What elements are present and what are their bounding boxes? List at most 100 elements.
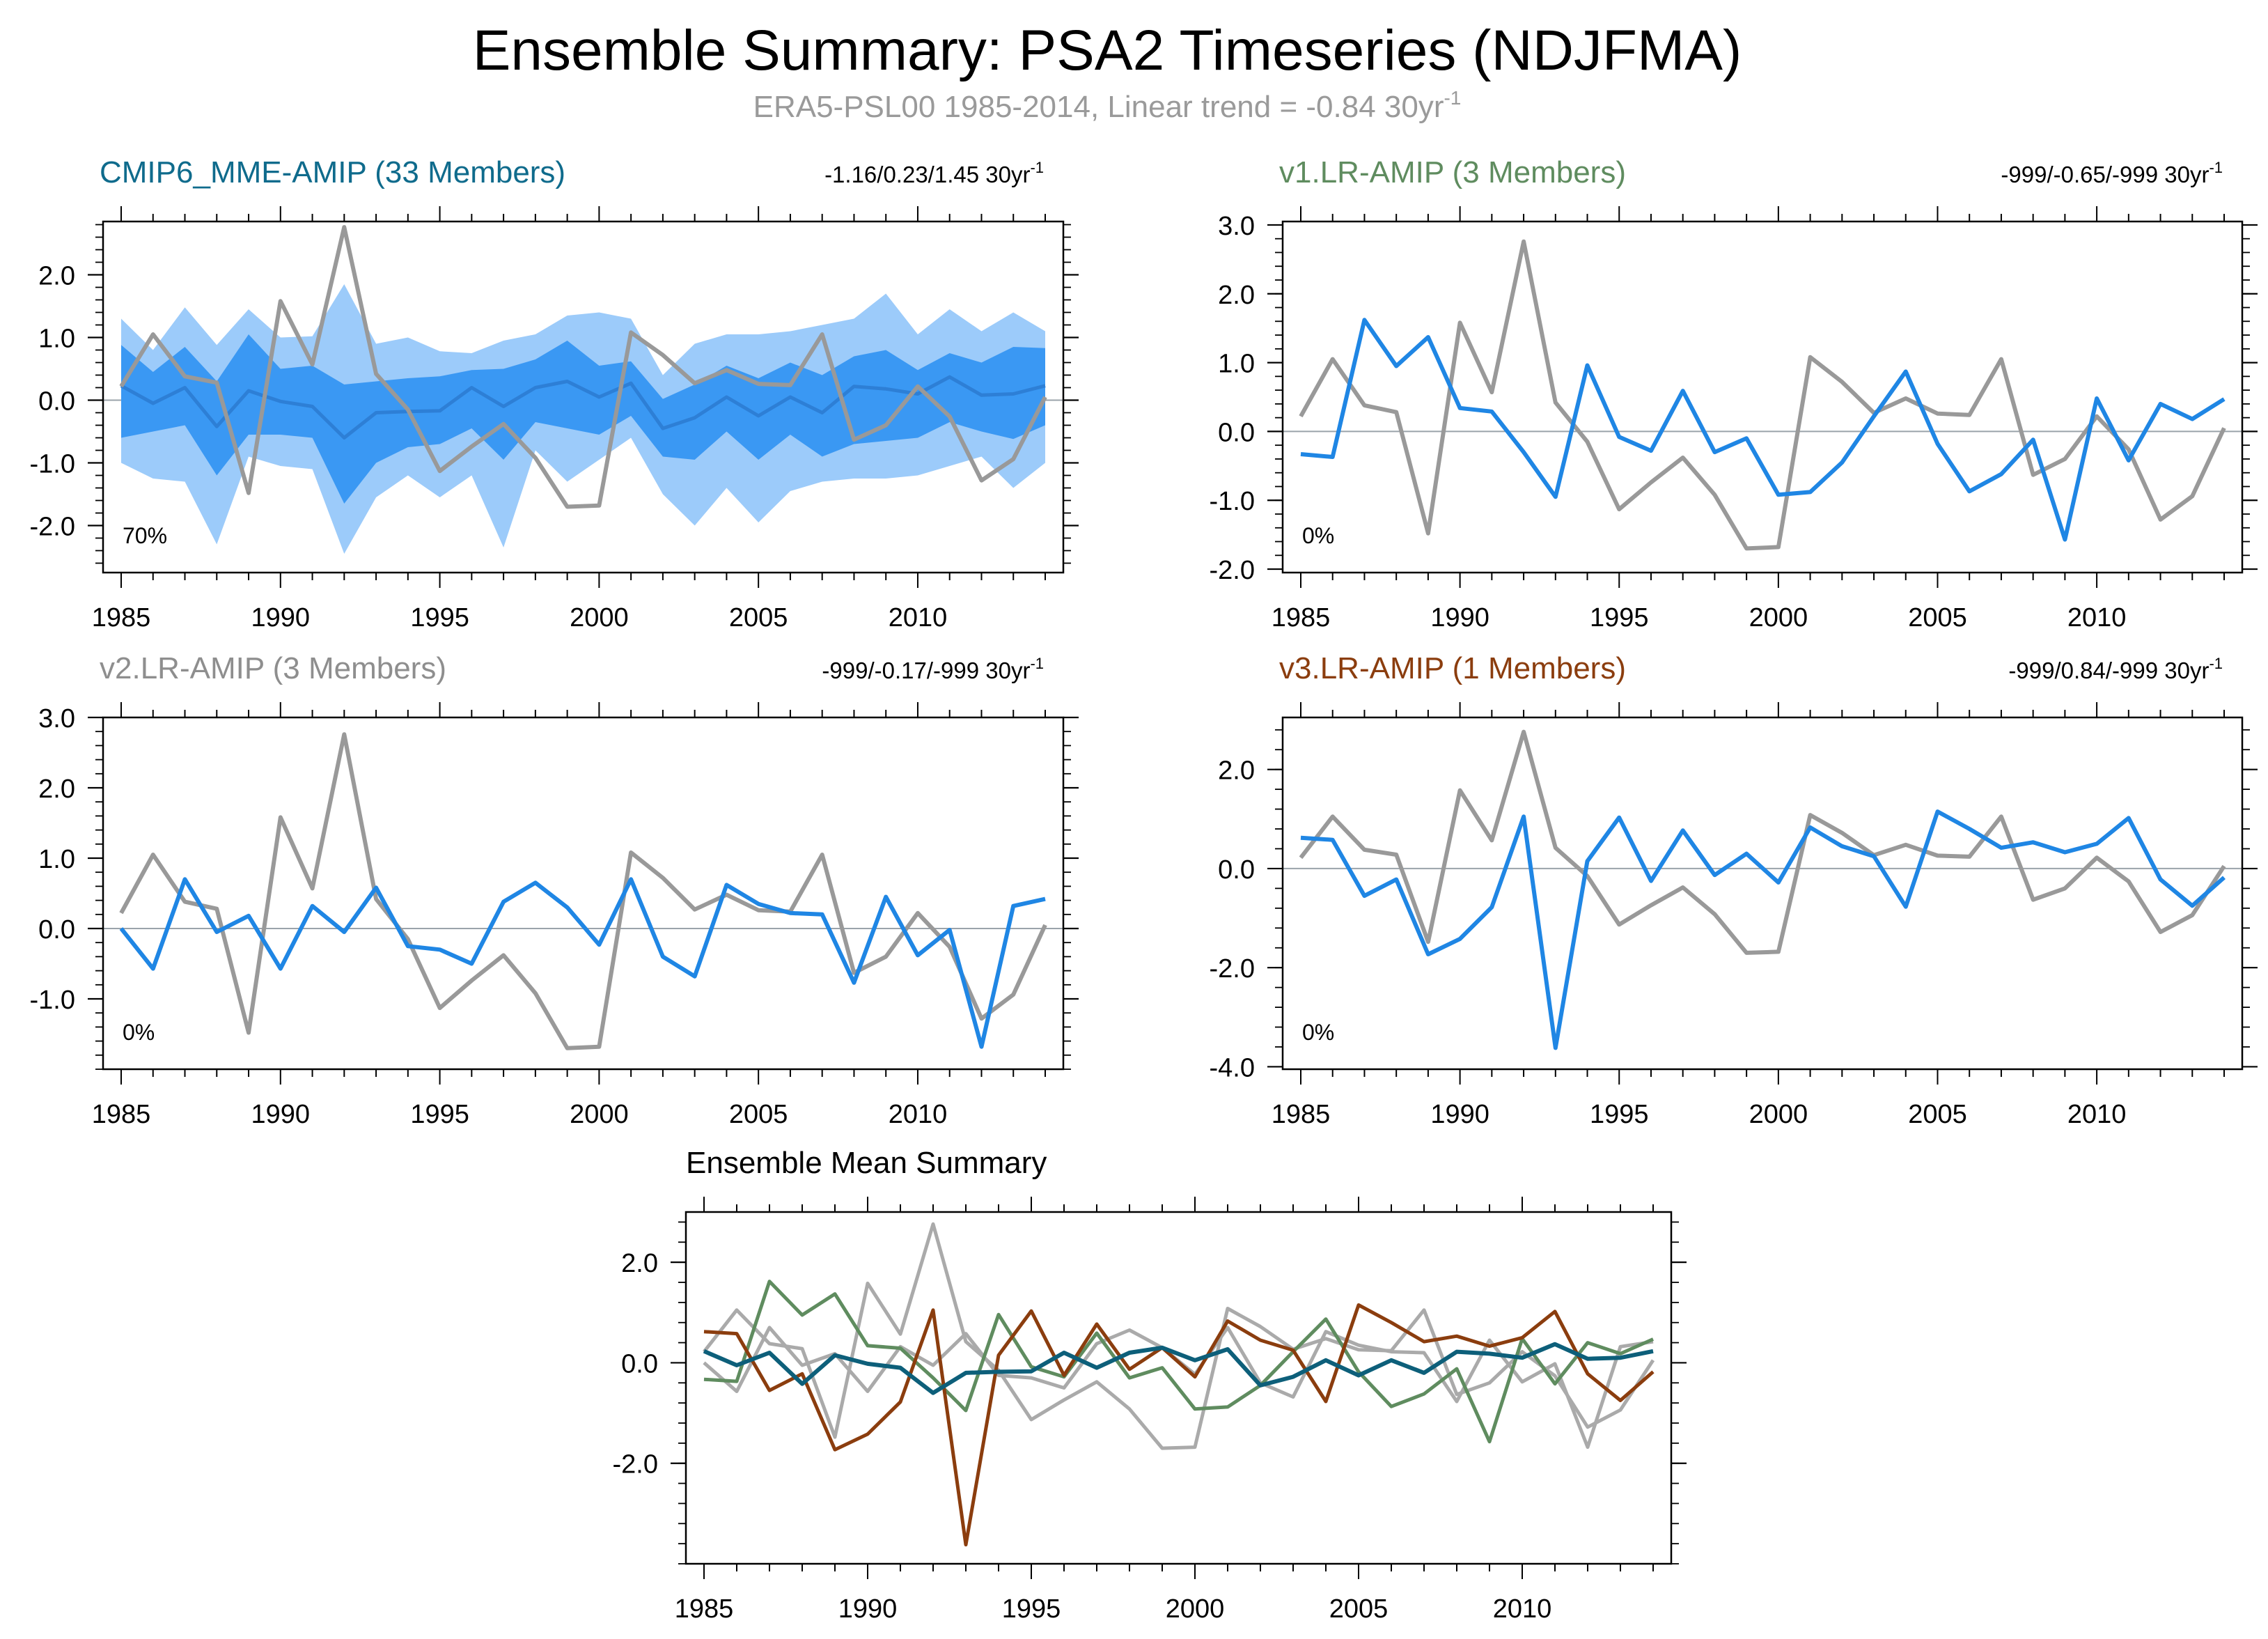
y-tick-label: 0.0 (1218, 855, 1255, 885)
x-tick-label: 2000 (1166, 1594, 1225, 1624)
y-tick-label: 0.0 (621, 1349, 658, 1378)
x-tick-label: 2005 (1908, 603, 1967, 632)
trend-label-v1: -999/-0.65/-999 30yr-1 (2001, 159, 2223, 187)
x-tick-label: 2005 (729, 1100, 788, 1129)
x-tick-label: 2000 (1749, 603, 1808, 632)
chart-v3: 1985 1990 1995 2000 2005 2010 -4.0 -2.0 0.0 2.0 v3… (1210, 651, 2258, 1129)
x-tick-label: 1995 (1590, 603, 1649, 632)
trend-text: -999/-0.17/-999 30yr (822, 658, 1030, 683)
chart-summary: 1985 1990 1995 2000 2005 2010 -2.0 0.0 2.0 Ensemb… (613, 1146, 1687, 1624)
trend-sup: -1 (2209, 655, 2223, 672)
trend-text: -999/-0.65/-999 30yr (2001, 162, 2209, 187)
pct-label-v2: 0% (123, 1020, 155, 1045)
y-tick-label: 2.0 (621, 1249, 658, 1278)
ensemble-mean-line (120, 375, 1046, 440)
trend-sup: -1 (1030, 655, 1044, 672)
chart-cmip6: 1985 1990 1995 2000 2005 2010 -2.0 -1.0 0.0 1.0 2.… (30, 155, 1079, 632)
x-tick-label: 2005 (1908, 1100, 1967, 1129)
y-tick-label: -2.0 (613, 1450, 658, 1479)
chart-v2: 1985 1990 1995 2000 2005 2010 -1.0 0.0 1.0 2.0 3.0… (30, 651, 1079, 1129)
observed-line (119, 732, 1047, 1050)
x-tick-label: 1990 (251, 603, 311, 632)
y-tick-label: -4.0 (1210, 1053, 1255, 1082)
x-tick-label: 1985 (1272, 603, 1331, 632)
y-tick-label: -2.0 (1210, 556, 1255, 585)
y-tick-label: 1.0 (38, 845, 75, 874)
x-tick-label: 2000 (570, 1100, 629, 1129)
pct-label-v1: 0% (1302, 523, 1334, 548)
y-tick-label: 0.0 (38, 915, 75, 945)
y-tick-label: -1.0 (1210, 487, 1255, 516)
series-line-2 (703, 1280, 1655, 1444)
x-tick-label: 1990 (838, 1594, 898, 1624)
plot-frame (685, 1211, 1673, 1565)
series-line-3 (703, 1303, 1655, 1547)
series-line-4 (703, 1342, 1654, 1395)
model-line (119, 877, 1046, 1049)
observed-line (1299, 729, 2226, 955)
x-tick-label: 2010 (1493, 1594, 1552, 1624)
x-tick-label: 2010 (889, 603, 948, 632)
x-tick-label: 1985 (92, 603, 151, 632)
pct-label-v3: 0% (1302, 1020, 1334, 1045)
model-line (1300, 318, 2226, 542)
y-tick-label: 1.0 (1218, 350, 1255, 379)
trend-label-cmip6: -1.16/0.23/1.45 30yr-1 (824, 159, 1044, 187)
pct-label-cmip6: 70% (123, 523, 167, 548)
x-tick-label: 1990 (251, 1100, 311, 1129)
chart-v1: 1985 1990 1995 2000 2005 2010 -2.0 -1.0 0.0 1.0 2.… (1210, 155, 2258, 632)
y-tick-label: -2.0 (1210, 954, 1255, 984)
trend-label-v2: -999/-0.17/-999 30yr-1 (822, 655, 1044, 683)
x-tick-label: 2005 (1329, 1594, 1389, 1624)
x-tick-label: 1990 (1430, 603, 1489, 632)
y-tick-label: -1.0 (30, 450, 75, 479)
x-tick-label: 2010 (2067, 1100, 2127, 1129)
x-tick-label: 1995 (1590, 1100, 1649, 1129)
y-tick-label: 0.0 (1218, 418, 1255, 447)
plot-frame (1281, 716, 2244, 1071)
x-tick-label: 1995 (1002, 1594, 1061, 1624)
x-tick-label: 2005 (729, 603, 788, 632)
y-tick-label: 2.0 (1218, 281, 1255, 310)
x-tick-label: 2010 (2067, 603, 2127, 632)
x-tick-label: 1995 (410, 1100, 469, 1129)
x-tick-label: 1985 (92, 1100, 151, 1129)
panel-title-v3: v3.LR-AMIP (1 Members) (1279, 651, 1626, 685)
spread-band-inner (121, 334, 1045, 504)
y-tick-label: 2.0 (1218, 756, 1255, 786)
y-tick-label: 3.0 (38, 704, 75, 733)
trend-label-v3: -999/0.84/-999 30yr-1 (2008, 655, 2223, 683)
y-tick-label: 2.0 (38, 775, 75, 804)
model-line (1300, 809, 2226, 1050)
trend-sup: -1 (1030, 159, 1044, 176)
figure-subtitle: ERA5-PSL00 1985-2014, Linear trend = -0.… (753, 87, 1462, 124)
y-tick-label: -2.0 (30, 513, 75, 542)
panel-title-v1: v1.LR-AMIP (3 Members) (1279, 155, 1626, 189)
y-tick-label: 2.0 (38, 262, 75, 291)
observed-line (1299, 239, 2226, 551)
plot-frame (1281, 220, 2244, 574)
y-tick-label: 3.0 (1218, 212, 1255, 241)
x-tick-label: 1995 (410, 603, 469, 632)
x-tick-label: 2010 (889, 1100, 948, 1129)
figure-subtitle-main: ERA5-PSL00 1985-2014, Linear trend = -0.… (753, 90, 1444, 124)
series-line-0 (703, 1222, 1655, 1450)
figure-title: Ensemble Summary: PSA2 Timeseries (NDJFM… (473, 19, 1742, 82)
plot-frame (102, 220, 1065, 574)
x-tick-label: 2000 (1749, 1100, 1808, 1129)
x-tick-label: 1985 (675, 1594, 734, 1624)
y-tick-label: 1.0 (38, 325, 75, 354)
plot-frame (102, 716, 1065, 1071)
trend-sup: -1 (2209, 159, 2223, 176)
panel-title-cmip6: CMIP6_MME-AMIP (33 Members) (100, 155, 565, 189)
trend-text: -999/0.84/-999 30yr (2008, 658, 2209, 683)
x-tick-label: 1985 (1272, 1100, 1331, 1129)
panel-title-summary: Ensemble Mean Summary (686, 1146, 1047, 1180)
x-tick-label: 1990 (1430, 1100, 1489, 1129)
y-tick-label: 0.0 (38, 387, 75, 417)
observed-line (119, 225, 1047, 509)
panels: 1985 1990 1995 2000 2005 2010 -2.0 -1.0 0.0 1.0 2.… (30, 155, 2258, 1624)
panel-title-v2: v2.LR-AMIP (3 Members) (100, 651, 446, 685)
figure-subtitle-sup: -1 (1444, 87, 1461, 109)
